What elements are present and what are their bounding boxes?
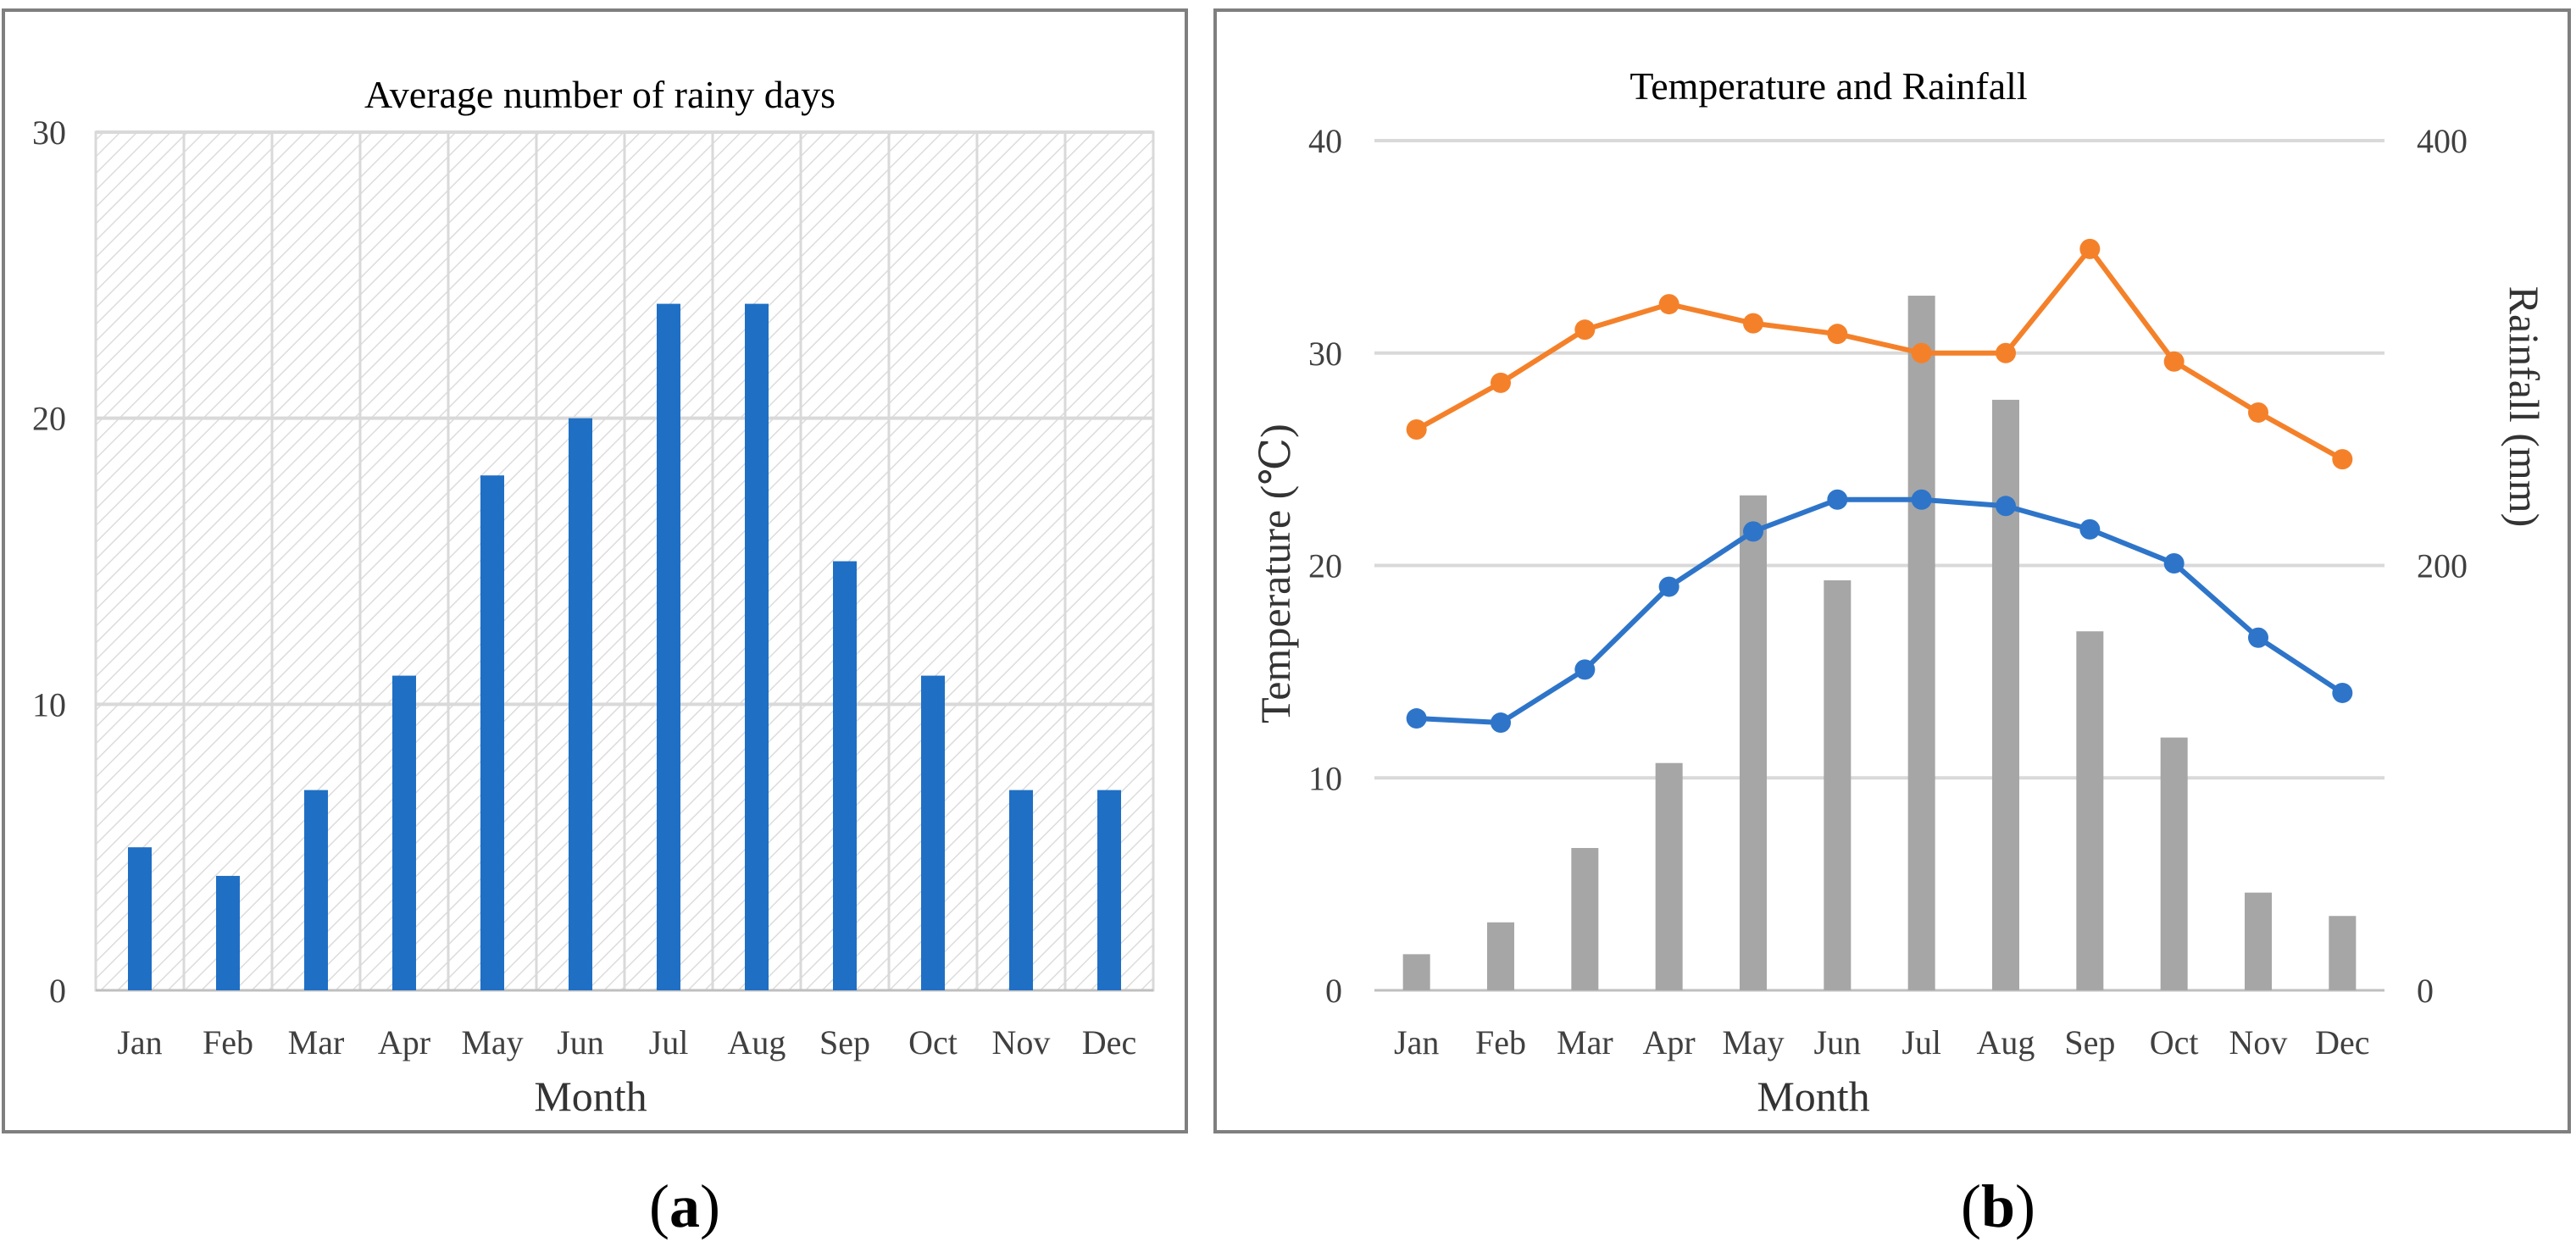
- panel-b-series-0-point-jan: [1406, 419, 1427, 441]
- panel-a-bar-oct: [921, 675, 945, 990]
- panel-b-series-1-point-apr: [1658, 576, 1679, 597]
- panel-b-y2-tick-label: 400: [2417, 122, 2468, 160]
- panel-a-x-tick-label: Aug: [728, 1023, 786, 1061]
- panel-b-series-0-point-mar: [1574, 319, 1596, 341]
- panel-a-bar-mar: [304, 790, 328, 990]
- panel-a-x-tick-label: Feb: [203, 1023, 253, 1061]
- panel-a-x-tick-label: Apr: [378, 1023, 430, 1061]
- panel-b-x-axis-label: Month: [1757, 1072, 1869, 1120]
- panel-b-y-tick-label: 10: [1308, 759, 1342, 797]
- panel-b-x-tick-label: Oct: [2150, 1023, 2199, 1061]
- panel-b-label: (b): [1961, 1172, 2035, 1240]
- panel-b-series-0-point-oct: [2163, 351, 2185, 372]
- panel-a-x-tick-label: Sep: [819, 1023, 870, 1061]
- panel-a-bar-may: [480, 475, 504, 990]
- panel-a-x-tick-label: Jul: [649, 1023, 689, 1061]
- panel-a-rainy-days-chart: Average number of rainy days 0 10 20 30 Jan…: [2, 8, 1188, 1133]
- panel-b-series-1-point-aug: [1996, 496, 2016, 517]
- panel-b-rainfall-bar-oct: [2160, 737, 2188, 990]
- panel-b-rainfall-bar-nov: [2245, 892, 2272, 990]
- panel-a-bar-dec: [1097, 790, 1121, 990]
- panel-b-series-0-point-dec: [2332, 449, 2353, 470]
- panel-b-y-tick-label: 40: [1308, 122, 1342, 160]
- panel-a-x-axis-label: Month: [534, 1072, 647, 1120]
- panel-b-y-tick-label: 20: [1308, 547, 1342, 585]
- panel-a-x-tick-label: Dec: [1082, 1023, 1136, 1061]
- panel-a-bar-apr: [392, 675, 416, 990]
- panel-a-y-tick-label: 20: [32, 400, 66, 438]
- panel-b-rainfall-bar-sep: [2076, 631, 2104, 990]
- panel-a-bar-jul: [657, 303, 680, 991]
- panel-a-bar-jan: [128, 847, 152, 990]
- panel-a-bar-feb: [216, 875, 240, 990]
- panel-b-series-0-point-nov: [2248, 402, 2268, 423]
- panel-b-series-0-point-may: [1743, 313, 1763, 334]
- panel-b-y2-tick-label: 200: [2417, 547, 2468, 585]
- panel-b-rainfall-bar-jan: [1402, 954, 1430, 990]
- panel-b-series-1-point-jul: [1911, 489, 1932, 510]
- panel-b-series-0-point-jul: [1911, 342, 1932, 363]
- panel-b-series-0-point-jun: [1827, 324, 1848, 345]
- panel-b-x-tick-label: Aug: [1977, 1023, 2035, 1061]
- panel-a-label: (a): [649, 1172, 720, 1240]
- panel-b-rainfall-bar-jul: [1907, 296, 1935, 990]
- panel-b-y2-tick-label: 0: [2417, 972, 2434, 1010]
- panel-b-series-1-point-sep: [2079, 518, 2101, 540]
- panel-b-rainfall-bar-dec: [2329, 916, 2357, 990]
- panel-a-x-tick-label: Mar: [288, 1023, 345, 1061]
- panel-b-series-1-point-dec: [2332, 682, 2353, 703]
- panel-b-series-1-point-jan: [1406, 708, 1427, 729]
- panel-b-x-tick-label: May: [1722, 1023, 1784, 1061]
- panel-a-title: Average number of rainy days: [364, 73, 836, 116]
- panel-b-series-1-point-oct: [2163, 552, 2185, 574]
- panel-a-y-tick-label: 10: [32, 685, 66, 723]
- panel-b-rainfall-bar-mar: [1571, 847, 1599, 990]
- panel-a-bar-aug: [745, 303, 769, 991]
- panel-b-series-1-point-may: [1743, 521, 1763, 542]
- panel-b-series-1-point-nov: [2248, 627, 2268, 648]
- panel-b-x-tick-label: Jul: [1901, 1023, 1941, 1061]
- panel-a-y-tick-label: 0: [49, 972, 66, 1010]
- panel-b-x-tick-label: Nov: [2229, 1023, 2288, 1061]
- panel-b-series-0-point-aug: [1996, 342, 2016, 363]
- panel-b-rainfall-bar-feb: [1487, 922, 1514, 990]
- panel-b-x-tick-label: Jun: [1814, 1023, 1862, 1061]
- panel-a-bar-sep: [833, 561, 857, 990]
- panel-b-y-tick-label: 30: [1308, 335, 1342, 373]
- panel-b-series-0-point-feb: [1491, 372, 1511, 393]
- panel-b-series-line-0: [1415, 246, 2344, 462]
- panel-b-title: Temperature and Rainfall: [1629, 64, 2027, 108]
- panel-b-temperature-rainfall-chart: Temperature and Rainfall 0 10 20 30 40 0 200 4…: [1213, 8, 2571, 1133]
- panel-b-rainfall-bar-may: [1740, 495, 1767, 990]
- panel-b-series-0-point-sep: [2079, 238, 2101, 259]
- panel-a-x-tick-label: Nov: [992, 1023, 1051, 1061]
- panel-b-y-axis-label: Temperature (℃): [1252, 424, 1299, 723]
- panel-a-x-tick-label: May: [461, 1023, 523, 1061]
- panel-b-y2-axis-label: Rainfall (mm): [2501, 286, 2548, 528]
- panel-b-x-tick-label: Mar: [1557, 1023, 1613, 1061]
- panel-a-x-tick-label: Jan: [117, 1023, 162, 1061]
- panel-a-x-tick-label: Oct: [908, 1023, 958, 1061]
- panel-b-x-tick-label: Jan: [1394, 1023, 1439, 1061]
- panel-b-x-tick-label: Sep: [2064, 1023, 2115, 1061]
- panel-b-rainfall-bar-jun: [1824, 580, 1852, 990]
- panel-b-x-tick-label: Feb: [1475, 1023, 1526, 1061]
- panel-a-bar-nov: [1009, 790, 1033, 990]
- panel-b-x-tick-label: Apr: [1643, 1023, 1696, 1061]
- panel-b-series-line-1: [1416, 496, 2344, 726]
- panel-b-x-tick-label: Dec: [2315, 1023, 2369, 1061]
- panel-a-bar-jun: [569, 418, 592, 991]
- panel-b-rainfall-bar-apr: [1655, 762, 1683, 990]
- panel-b-series-1-point-mar: [1574, 659, 1596, 680]
- panel-b-y-tick-label: 0: [1325, 972, 1342, 1010]
- panel-b-rainfall-bar-aug: [1992, 399, 2019, 990]
- panel-b-series-1-point-jun: [1827, 489, 1848, 510]
- panel-b-series-0-point-apr: [1658, 294, 1679, 315]
- panel-a-x-tick-label: Jun: [557, 1023, 604, 1061]
- panel-b-series-1-point-feb: [1491, 712, 1511, 734]
- panel-a-y-tick-label: 30: [32, 114, 66, 152]
